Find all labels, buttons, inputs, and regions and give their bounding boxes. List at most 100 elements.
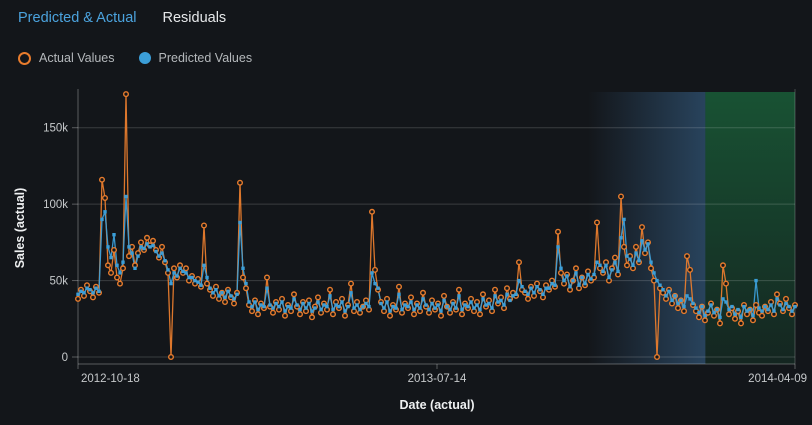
data-point-predicted[interactable] (151, 243, 155, 248)
data-point-actual[interactable] (387, 312, 394, 319)
data-point-actual[interactable] (342, 312, 349, 319)
data-point-predicted[interactable] (559, 266, 563, 270)
data-point-predicted[interactable] (199, 283, 203, 287)
data-point-predicted[interactable] (787, 304, 791, 309)
data-point-predicted[interactable] (760, 309, 764, 313)
data-point-predicted[interactable] (208, 286, 212, 290)
data-point-actual[interactable] (624, 262, 631, 269)
data-point-predicted[interactable] (328, 294, 332, 298)
tab-residuals[interactable]: Residuals (162, 10, 227, 26)
data-point-predicted[interactable] (364, 301, 368, 306)
data-point-predicted[interactable] (589, 277, 593, 281)
data-point-predicted[interactable] (592, 272, 596, 277)
data-point-predicted[interactable] (685, 294, 689, 298)
data-point-actual[interactable] (726, 311, 733, 318)
data-point-predicted[interactable] (427, 307, 431, 312)
data-point-predicted[interactable] (781, 307, 785, 312)
data-point-predicted[interactable] (376, 286, 380, 290)
data-point-predicted[interactable] (706, 309, 710, 313)
data-point-predicted[interactable] (346, 304, 350, 309)
data-point-predicted[interactable] (610, 268, 614, 272)
data-point-predicted[interactable] (136, 254, 140, 258)
data-point-predicted[interactable] (271, 306, 275, 310)
data-point-predicted[interactable] (283, 309, 287, 313)
data-point-predicted[interactable] (475, 303, 479, 307)
data-point-predicted[interactable] (724, 300, 728, 304)
data-point-actual[interactable] (282, 312, 289, 319)
data-point-predicted[interactable] (298, 307, 302, 312)
data-point-predicted[interactable] (244, 281, 248, 286)
data-point-predicted[interactable] (499, 298, 503, 303)
data-point-actual[interactable] (158, 243, 165, 250)
data-point-actual[interactable] (420, 289, 427, 296)
data-point-predicted[interactable] (640, 239, 644, 243)
data-point-predicted[interactable] (286, 304, 290, 309)
data-point-actual[interactable] (119, 265, 126, 272)
legend-item-actual[interactable]: Actual Values (18, 51, 115, 65)
data-point-predicted[interactable] (142, 246, 146, 251)
data-point-predicted[interactable] (679, 298, 683, 303)
data-point-predicted[interactable] (568, 285, 572, 289)
data-point-predicted[interactable] (79, 289, 83, 293)
data-point-predicted[interactable] (748, 307, 752, 312)
data-point-actual[interactable] (783, 295, 790, 302)
data-point-actual[interactable] (594, 219, 601, 226)
data-point-predicted[interactable] (496, 300, 500, 304)
data-point-predicted[interactable] (712, 311, 716, 315)
legend-item-predicted[interactable]: Predicted Values (138, 51, 252, 65)
data-point-predicted[interactable] (349, 291, 353, 295)
data-point-actual[interactable] (327, 286, 334, 293)
data-point-predicted[interactable] (316, 300, 320, 304)
data-point-predicted[interactable] (700, 304, 704, 309)
data-point-actual[interactable] (753, 302, 760, 309)
data-point-predicted[interactable] (76, 292, 80, 296)
data-point-predicted[interactable] (448, 307, 452, 312)
data-point-actual[interactable] (264, 274, 271, 281)
data-point-predicted[interactable] (367, 304, 371, 309)
data-point-predicted[interactable] (412, 307, 416, 312)
data-point-predicted[interactable] (736, 307, 740, 312)
data-point-actual[interactable] (113, 274, 120, 281)
data-point-predicted[interactable] (628, 257, 632, 261)
data-point-predicted[interactable] (652, 271, 656, 275)
data-point-predicted[interactable] (643, 248, 647, 252)
data-point-predicted[interactable] (625, 254, 629, 258)
data-point-predicted[interactable] (223, 295, 227, 300)
data-point-actual[interactable] (633, 243, 640, 250)
data-point-actual[interactable] (101, 194, 108, 201)
data-point-predicted[interactable] (508, 298, 512, 303)
data-point-predicted[interactable] (472, 306, 476, 310)
data-point-predicted[interactable] (658, 283, 662, 287)
data-point-predicted[interactable] (514, 292, 518, 296)
data-point-predicted[interactable] (745, 309, 749, 313)
data-point-predicted[interactable] (241, 266, 245, 270)
data-point-actual[interactable] (504, 285, 511, 292)
data-point-predicted[interactable] (580, 275, 584, 280)
data-point-actual[interactable] (270, 309, 277, 316)
data-point-actual[interactable] (738, 320, 745, 327)
data-point-predicted[interactable] (484, 303, 488, 307)
data-point-predicted[interactable] (127, 245, 131, 249)
data-point-actual[interactable] (411, 311, 418, 318)
data-point-predicted[interactable] (181, 269, 185, 274)
data-point-actual[interactable] (555, 228, 562, 235)
data-point-predicted[interactable] (358, 307, 362, 312)
data-point-actual[interactable] (236, 179, 243, 186)
data-point-actual[interactable] (618, 193, 625, 200)
data-point-predicted[interactable] (709, 303, 713, 307)
data-point-predicted[interactable] (196, 280, 200, 284)
data-point-actual[interactable] (774, 291, 781, 298)
data-point-actual[interactable] (242, 285, 249, 292)
data-point-predicted[interactable] (97, 289, 101, 293)
data-point-actual[interactable] (408, 294, 415, 301)
data-point-predicted[interactable] (463, 303, 467, 307)
data-point-predicted[interactable] (730, 304, 734, 309)
data-point-predicted[interactable] (190, 275, 194, 280)
data-point-predicted[interactable] (82, 291, 86, 295)
data-point-predicted[interactable] (694, 306, 698, 310)
data-point-predicted[interactable] (205, 275, 209, 280)
data-point-actual[interactable] (239, 274, 246, 281)
data-point-actual[interactable] (167, 354, 174, 361)
data-point-predicted[interactable] (160, 251, 164, 255)
data-point-predicted[interactable] (550, 281, 554, 286)
